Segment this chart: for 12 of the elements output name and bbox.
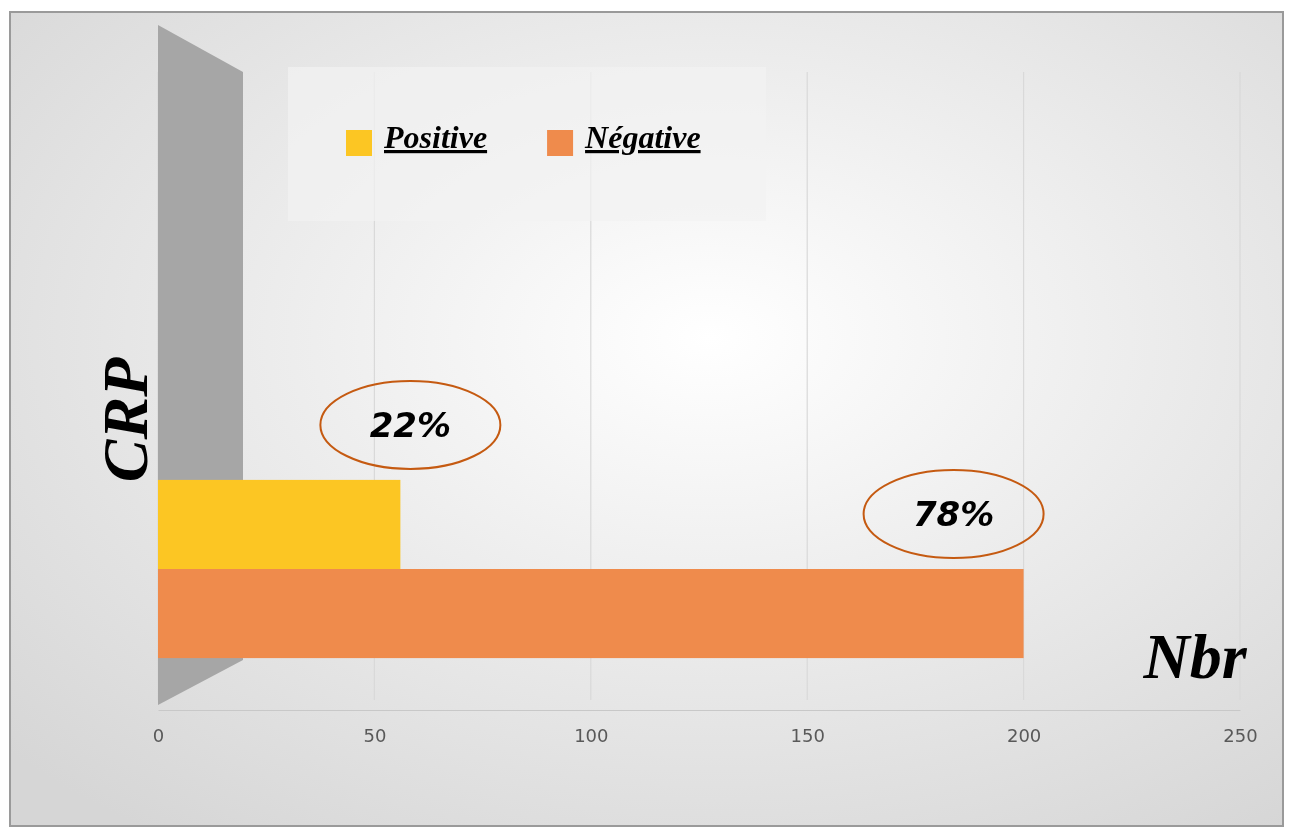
x-tick-label: 0 (152, 724, 165, 746)
x-tick-label: 200 (1006, 724, 1042, 746)
x-axis-title: Nbr (1142, 621, 1248, 692)
x-tick-label: 50 (363, 724, 387, 746)
legend-label: Négative (584, 119, 701, 155)
text: 22% (369, 404, 452, 445)
x-tick-label: 250 (1223, 724, 1258, 746)
x-tick-label: 150 (790, 724, 825, 746)
legend-label: Positive (383, 119, 488, 155)
annotation: 78% (912, 494, 995, 534)
y-axis-title: CRP (90, 356, 161, 483)
x-tick-label: 100 (574, 724, 609, 746)
